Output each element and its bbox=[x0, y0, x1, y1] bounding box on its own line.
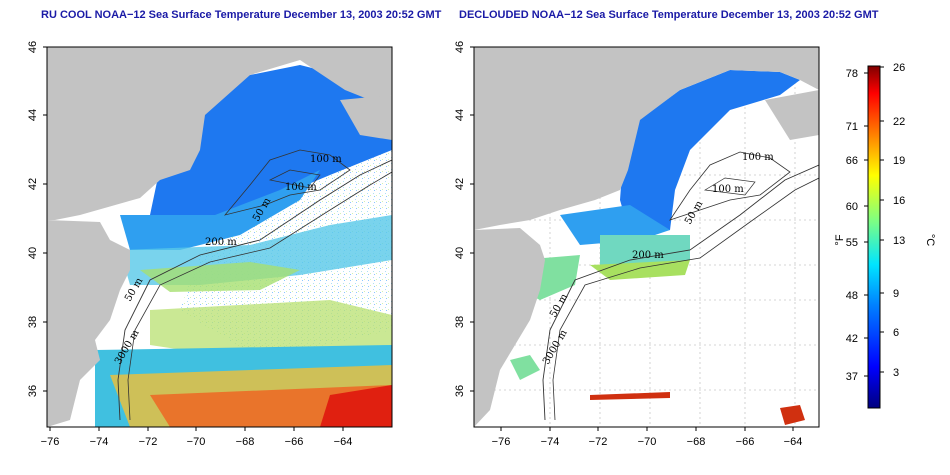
lon-tick-label: −70 bbox=[638, 436, 657, 448]
colorbar-ticks: 78 71 66 60 55 48 42 37 26 22 19 16 13 9 6 3 bbox=[846, 62, 906, 383]
lon-tick-label: −72 bbox=[139, 436, 158, 448]
lat-tick-label: 36 bbox=[27, 385, 39, 397]
lat-tick-label: 38 bbox=[454, 316, 466, 328]
lat-tick-label: 38 bbox=[27, 316, 39, 328]
colorbar-celsius-label: 13 bbox=[893, 235, 905, 247]
lon-tick-label: −76 bbox=[41, 436, 60, 448]
left-map-ticks: 46 44 42 40 38 36 −76 −74 −72 −70 −68 −66 −64 bbox=[27, 41, 352, 448]
colorbar-fahrenheit-label: 60 bbox=[846, 201, 858, 213]
right-sst-south-patch bbox=[510, 355, 540, 380]
lon-tick-label: −74 bbox=[541, 436, 560, 448]
left-contour-label-1: 100 m bbox=[310, 154, 342, 165]
right-contour-label-4: 200 m bbox=[632, 250, 664, 261]
left-land-coast bbox=[47, 220, 130, 427]
colorbar-fahrenheit-label: 71 bbox=[846, 121, 858, 133]
right-contour-label-1: 100 m bbox=[742, 152, 774, 163]
left-sst-slope-warm bbox=[140, 262, 300, 292]
left-contour-100m bbox=[223, 149, 351, 216]
colorbar-celsius-label: 6 bbox=[893, 327, 899, 339]
right-sst-hot-band bbox=[590, 392, 670, 400]
right-contour-200m bbox=[542, 164, 819, 421]
lon-tick-label: −66 bbox=[285, 436, 304, 448]
left-sst-hot-corner bbox=[320, 385, 392, 427]
left-sst-shelf bbox=[120, 170, 320, 250]
lon-tick-label: −68 bbox=[236, 436, 255, 448]
right-contour-50m bbox=[703, 177, 756, 196]
right-map-ticks: 46 44 42 40 38 36 −76 −74 −72 −70 −68 −66 −64 bbox=[454, 41, 802, 448]
left-land-nova-scotia bbox=[340, 95, 392, 140]
colorbar-celsius-label: 9 bbox=[893, 288, 899, 300]
colorbar-fahrenheit-label: 55 bbox=[846, 237, 858, 249]
right-land-north bbox=[474, 47, 819, 230]
lon-tick-label: −64 bbox=[784, 436, 803, 448]
lat-tick-label: 36 bbox=[454, 385, 466, 397]
lon-tick-label: −68 bbox=[687, 436, 706, 448]
colorbar-fahrenheit-label: 37 bbox=[846, 371, 858, 383]
colorbar-celsius-label: 19 bbox=[893, 155, 905, 167]
colorbar-fahrenheit-label: 66 bbox=[846, 155, 858, 167]
colorbar-fahrenheit-label: 48 bbox=[846, 290, 858, 302]
colorbar-celsius-label: 16 bbox=[893, 195, 905, 207]
left-contour-200m bbox=[117, 159, 392, 421]
left-map: 100 m 100 m 50 m 200 m 50 m 3000 m 46444… bbox=[27, 41, 393, 448]
right-contour-100m bbox=[669, 151, 791, 221]
colorbar-celsius-label: 22 bbox=[893, 116, 905, 128]
colorbar: 78 71 66 60 55 48 42 37 26 22 19 16 13 9 6 3 °F °C bbox=[834, 62, 936, 409]
left-land-north bbox=[47, 47, 392, 220]
colorbar-celsius-label: 3 bbox=[893, 367, 899, 379]
lon-tick-label: −70 bbox=[187, 436, 206, 448]
lat-tick-label: 44 bbox=[27, 109, 39, 121]
colorbar-scale bbox=[867, 65, 881, 409]
lat-tick-label: 40 bbox=[454, 247, 466, 259]
right-land-nova-scotia bbox=[765, 90, 819, 140]
colorbar-celsius-label: 26 bbox=[893, 62, 905, 74]
lon-tick-label: −76 bbox=[492, 436, 511, 448]
lat-tick-label: 44 bbox=[454, 109, 466, 121]
left-sst-gulfstream bbox=[150, 300, 392, 360]
lat-tick-label: 42 bbox=[454, 178, 466, 190]
colorbar-celsius-unit: °C bbox=[924, 234, 936, 246]
right-sst-hot-patch bbox=[780, 405, 805, 425]
lat-tick-label: 46 bbox=[27, 41, 39, 53]
right-map: 100 m 100 m 50 m 200 m 50 m 3000 m 46444… bbox=[454, 41, 820, 448]
left-contour-3000m bbox=[127, 171, 392, 421]
lat-tick-label: 40 bbox=[27, 247, 39, 259]
lat-tick-label: 42 bbox=[27, 178, 39, 190]
lon-tick-label: −64 bbox=[334, 436, 353, 448]
right-contour-label-2: 100 m bbox=[712, 184, 744, 195]
left-contour-label-4: 200 m bbox=[205, 237, 237, 248]
lat-tick-label: 46 bbox=[454, 41, 466, 53]
colorbar-fahrenheit-label: 42 bbox=[846, 333, 858, 345]
left-map-title: RU COOL NOAA−12 Sea Surface Temperature … bbox=[41, 9, 442, 21]
lon-tick-label: −72 bbox=[589, 436, 608, 448]
left-contour-label-2: 100 m bbox=[285, 182, 317, 193]
lon-tick-label: −66 bbox=[736, 436, 755, 448]
left-contour-50m bbox=[268, 169, 321, 189]
right-land-coast bbox=[474, 228, 545, 427]
right-map-title: DECLOUDED NOAA−12 Sea Surface Temperatur… bbox=[459, 9, 879, 21]
right-sst-cold-shelf bbox=[620, 70, 800, 235]
left-map-frame bbox=[46, 46, 393, 428]
lon-tick-label: −74 bbox=[90, 436, 109, 448]
right-contour-3000m bbox=[552, 177, 819, 421]
colorbar-fahrenheit-unit: °F bbox=[834, 234, 846, 245]
colorbar-fahrenheit-label: 78 bbox=[846, 68, 858, 80]
